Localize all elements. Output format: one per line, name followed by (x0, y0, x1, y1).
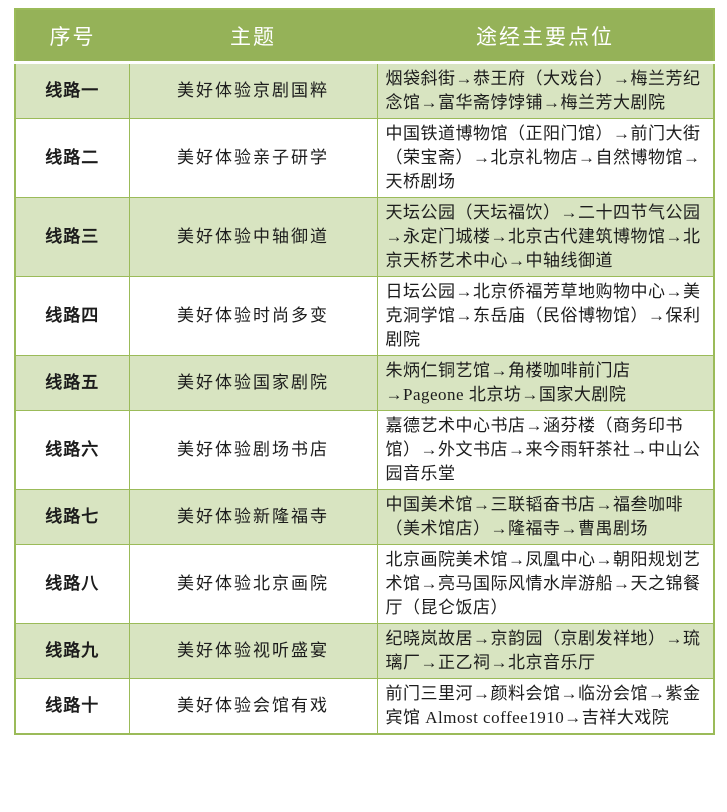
route-number-cell: 线路七 (14, 489, 130, 545)
route-number-cell: 线路四 (14, 276, 130, 356)
route-stops-cell: 嘉德艺术中心书店→涵芬楼（商务印书馆）→外文书店→来今雨轩茶社→中山公园音乐堂 (376, 410, 715, 490)
route-stops-cell: 烟袋斜街→恭王府（大戏台）→梅兰芳纪念馆→富华斋饽饽铺→梅兰芳大剧院 (376, 62, 715, 119)
route-stops-cell: 纪晓岚故居→京韵园（京剧发祥地）→琉璃厂→正乙祠→北京音乐厅 (376, 623, 715, 679)
theme-cell: 美好体验国家剧院 (128, 355, 378, 411)
route-stops-cell: 日坛公园→北京侨福芳草地购物中心→美克洞学馆→东岳庙（民俗博物馆）→保利剧院 (376, 276, 715, 356)
table-row: 线路二 美好体验亲子研学 中国铁道博物馆（正阳门馆）→前门大街（荣宝斋）→北京礼… (14, 118, 715, 198)
table-row: 线路一 美好体验京剧国粹 烟袋斜街→恭王府（大戏台）→梅兰芳纪念馆→富华斋饽饽铺… (14, 62, 715, 119)
table-row: 线路五 美好体验国家剧院 朱炳仁铜艺馆→角楼咖啡前门店→Pageone 北京坊→… (14, 355, 715, 411)
route-number-cell: 线路五 (14, 355, 130, 411)
route-number-cell: 线路一 (14, 62, 130, 119)
route-number-cell: 线路二 (14, 118, 130, 198)
theme-cell: 美好体验时尚多变 (128, 276, 378, 356)
theme-cell: 美好体验中轴御道 (128, 197, 378, 277)
table-row: 线路九 美好体验视听盛宴 纪晓岚故居→京韵园（京剧发祥地）→琉璃厂→正乙祠→北京… (14, 623, 715, 679)
route-stops-cell: 前门三里河→颜料会馆→临汾会馆→紫金宾馆 Almost coffee1910→吉… (376, 678, 715, 735)
route-stops-cell: 天坛公园（天坛福饮）→二十四节气公园→永定门城楼→北京古代建筑博物馆→北京天桥艺… (376, 197, 715, 277)
table-row: 线路七 美好体验新隆福寺 中国美术馆→三联韬奋书店→福叁咖啡（美术馆店）→隆福寺… (14, 489, 715, 545)
route-number-cell: 线路九 (14, 623, 130, 679)
route-stops-cell: 朱炳仁铜艺馆→角楼咖啡前门店→Pageone 北京坊→国家大剧院 (376, 355, 715, 411)
theme-cell: 美好体验亲子研学 (128, 118, 378, 198)
route-stops-cell: 北京画院美术馆→凤凰中心→朝阳规划艺术馆→亮马国际风情水岸游船→天之锦餐厅（昆仑… (376, 544, 715, 624)
column-header-number: 序号 (15, 9, 129, 64)
route-number-cell: 线路六 (14, 410, 130, 490)
theme-cell: 美好体验会馆有戏 (128, 678, 378, 735)
route-number-cell: 线路十 (14, 678, 130, 735)
column-header-route: 途经主要点位 (377, 9, 714, 64)
table-row: 线路四 美好体验时尚多变 日坛公园→北京侨福芳草地购物中心→美克洞学馆→东岳庙（… (14, 276, 715, 356)
table-row: 线路六 美好体验剧场书店 嘉德艺术中心书店→涵芬楼（商务印书馆）→外文书店→来今… (14, 410, 715, 490)
route-stops-cell: 中国美术馆→三联韬奋书店→福叁咖啡（美术馆店）→隆福寺→曹禺剧场 (376, 489, 715, 545)
theme-cell: 美好体验新隆福寺 (128, 489, 378, 545)
theme-cell: 美好体验北京画院 (128, 544, 378, 624)
table-row: 线路八 美好体验北京画院 北京画院美术馆→凤凰中心→朝阳规划艺术馆→亮马国际风情… (14, 544, 715, 624)
table-row: 线路三 美好体验中轴御道 天坛公园（天坛福饮）→二十四节气公园→永定门城楼→北京… (14, 197, 715, 277)
column-header-theme: 主题 (129, 9, 377, 64)
theme-cell: 美好体验京剧国粹 (128, 62, 378, 119)
theme-cell: 美好体验视听盛宴 (128, 623, 378, 679)
route-number-cell: 线路三 (14, 197, 130, 277)
table-row: 线路十 美好体验会馆有戏 前门三里河→颜料会馆→临汾会馆→紫金宾馆 Almost… (14, 678, 715, 735)
table-header-row: 序号 主题 途经主要点位 (15, 9, 714, 64)
route-number-cell: 线路八 (14, 544, 130, 624)
routes-table: 序号 主题 途经主要点位 线路一 美好体验京剧国粹 烟袋斜街→恭王府（大戏台）→… (14, 8, 715, 735)
theme-cell: 美好体验剧场书店 (128, 410, 378, 490)
route-stops-cell: 中国铁道博物馆（正阳门馆）→前门大街（荣宝斋）→北京礼物店→自然博物馆→天桥剧场 (376, 118, 715, 198)
